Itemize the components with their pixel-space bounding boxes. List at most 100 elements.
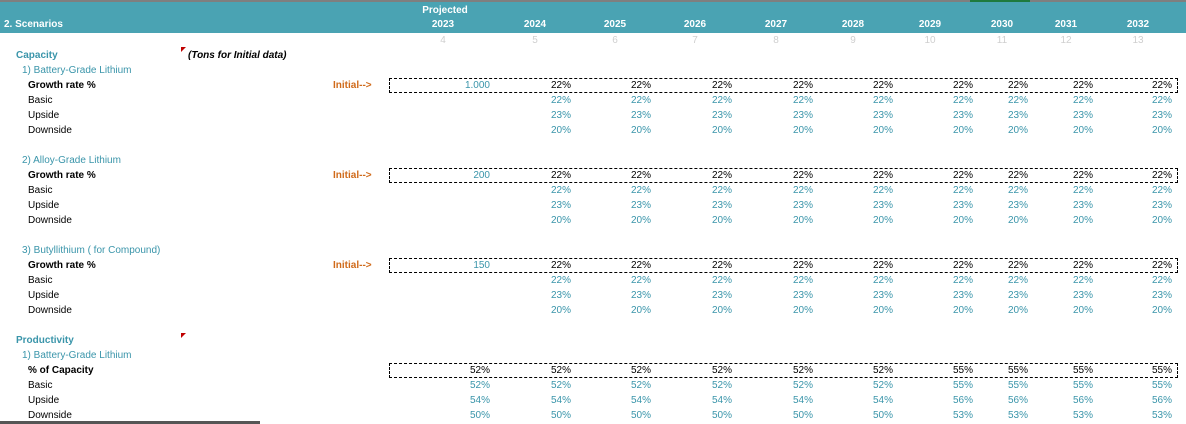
scenario-value-cell: 20% [630, 215, 651, 226]
scenario-value-cell: 22% [952, 185, 973, 196]
growth-input-cell[interactable]: 22% [952, 260, 973, 271]
growth-input-cell[interactable]: 22% [872, 260, 893, 271]
scenario-value-cell: 54% [550, 395, 571, 406]
period-index: 6 [612, 35, 618, 46]
comment-marker[interactable] [181, 47, 186, 52]
scenario-value-cell: 20% [1007, 305, 1028, 316]
growth-input-cell[interactable]: 22% [1007, 170, 1028, 181]
scenario-label: Upside [28, 110, 60, 121]
initial-value-cell[interactable]: 1.000 [464, 80, 490, 91]
growth-input-cell[interactable]: 22% [872, 80, 893, 91]
scenario-value-cell: 22% [1151, 185, 1172, 196]
growth-input-cell[interactable]: 22% [1151, 170, 1172, 181]
growth-input-cell[interactable]: 22% [1072, 260, 1093, 271]
growth-input-cell[interactable]: 22% [630, 260, 651, 271]
scenario-value-cell: 53% [1151, 410, 1172, 421]
scenario-value-cell: 20% [792, 125, 813, 136]
capacity-pct-input-cell[interactable]: 55% [1151, 365, 1172, 376]
scenario-value-cell: 52% [872, 380, 893, 391]
scenario-value-cell: 22% [630, 275, 651, 286]
growth-input-cell[interactable]: 22% [711, 260, 732, 271]
row-label: Growth rate % [28, 170, 96, 181]
scenario-value-cell: 52% [792, 380, 813, 391]
growth-input-cell[interactable]: 22% [952, 80, 973, 91]
growth-input-cell[interactable]: 22% [711, 170, 732, 181]
scenario-value-cell: 20% [952, 215, 973, 226]
growth-input-cell[interactable]: 22% [792, 260, 813, 271]
growth-input-cell[interactable]: 22% [1151, 260, 1172, 271]
scenario-value-cell: 20% [792, 215, 813, 226]
comment-marker[interactable] [181, 333, 186, 338]
input-range-box[interactable] [389, 363, 1178, 378]
scenario-value-cell: 55% [1151, 380, 1172, 391]
growth-input-cell[interactable]: 22% [550, 170, 571, 181]
year-header: 2031 [1054, 19, 1078, 30]
growth-input-cell[interactable]: 22% [630, 80, 651, 91]
group-title: 2) Alloy-Grade Lithium [22, 155, 121, 166]
scenario-value-cell: 23% [872, 110, 893, 121]
capacity-pct-input-cell[interactable]: 55% [952, 365, 973, 376]
capacity-pct-input-cell[interactable]: 52% [872, 365, 893, 376]
growth-input-cell[interactable]: 22% [792, 170, 813, 181]
initial-value-cell[interactable]: 150 [473, 260, 490, 271]
scenario-value-cell: 23% [550, 290, 571, 301]
scenario-label: Upside [28, 200, 60, 211]
scenario-value-cell: 23% [792, 290, 813, 301]
scenario-value-cell: 23% [1151, 290, 1172, 301]
capacity-pct-input-cell[interactable]: 55% [1007, 365, 1028, 376]
growth-input-cell[interactable]: 22% [550, 260, 571, 271]
scenario-value-cell: 54% [792, 395, 813, 406]
capacity-pct-input-cell[interactable]: 52% [792, 365, 813, 376]
scenario-value-cell: 50% [872, 410, 893, 421]
year-header: 2023 [431, 19, 455, 30]
period-index: 10 [924, 35, 936, 46]
scenario-value-cell: 23% [630, 200, 651, 211]
input-range-box[interactable] [389, 78, 1178, 93]
scenario-value-cell: 22% [1151, 275, 1172, 286]
growth-input-cell[interactable]: 22% [872, 170, 893, 181]
scenario-value-cell: 22% [630, 185, 651, 196]
scenario-value-cell: 56% [1151, 395, 1172, 406]
period-index: 12 [1060, 35, 1072, 46]
scenario-value-cell: 20% [1151, 305, 1172, 316]
growth-input-cell[interactable]: 22% [1007, 260, 1028, 271]
capacity-section-title: Capacity [16, 50, 58, 61]
bottom-scrollbar[interactable] [0, 421, 260, 424]
capacity-pct-input-cell[interactable]: 52% [469, 365, 490, 376]
growth-input-cell[interactable]: 22% [1007, 80, 1028, 91]
scenario-value-cell: 50% [792, 410, 813, 421]
scenario-value-cell: 20% [630, 125, 651, 136]
growth-input-cell[interactable]: 22% [952, 170, 973, 181]
scenario-value-cell: 22% [792, 275, 813, 286]
year-header: 2028 [841, 19, 865, 30]
growth-input-cell[interactable]: 22% [1072, 170, 1093, 181]
period-index: 5 [532, 35, 538, 46]
scenario-value-cell: 56% [1072, 395, 1093, 406]
scenario-value-cell: 23% [952, 200, 973, 211]
scenario-value-cell: 20% [630, 305, 651, 316]
scenario-value-cell: 20% [952, 125, 973, 136]
scenario-label: Basic [28, 380, 53, 391]
scenario-value-cell: 53% [952, 410, 973, 421]
growth-input-cell[interactable]: 22% [711, 80, 732, 91]
active-column-marker [970, 0, 1030, 2]
scenario-value-cell: 22% [550, 275, 571, 286]
group-title: 1) Battery-Grade Lithium [22, 65, 132, 76]
scenario-value-cell: 22% [1007, 95, 1028, 106]
capacity-pct-input-cell[interactable]: 52% [550, 365, 571, 376]
capacity-pct-input-cell[interactable]: 55% [1072, 365, 1093, 376]
growth-input-cell[interactable]: 22% [792, 80, 813, 91]
initial-value-cell[interactable]: 200 [473, 170, 490, 181]
growth-input-cell[interactable]: 22% [1072, 80, 1093, 91]
input-range-box[interactable] [389, 168, 1178, 183]
scenario-value-cell: 23% [872, 200, 893, 211]
growth-input-cell[interactable]: 22% [1151, 80, 1172, 91]
scenario-value-cell: 50% [711, 410, 732, 421]
input-range-box[interactable] [389, 258, 1178, 273]
capacity-pct-input-cell[interactable]: 52% [630, 365, 651, 376]
capacity-pct-input-cell[interactable]: 52% [711, 365, 732, 376]
growth-input-cell[interactable]: 22% [630, 170, 651, 181]
year-header: 2027 [764, 19, 788, 30]
header-band: Projected 2. Scenarios 2023 2024 2025 20… [0, 2, 1186, 33]
growth-input-cell[interactable]: 22% [550, 80, 571, 91]
